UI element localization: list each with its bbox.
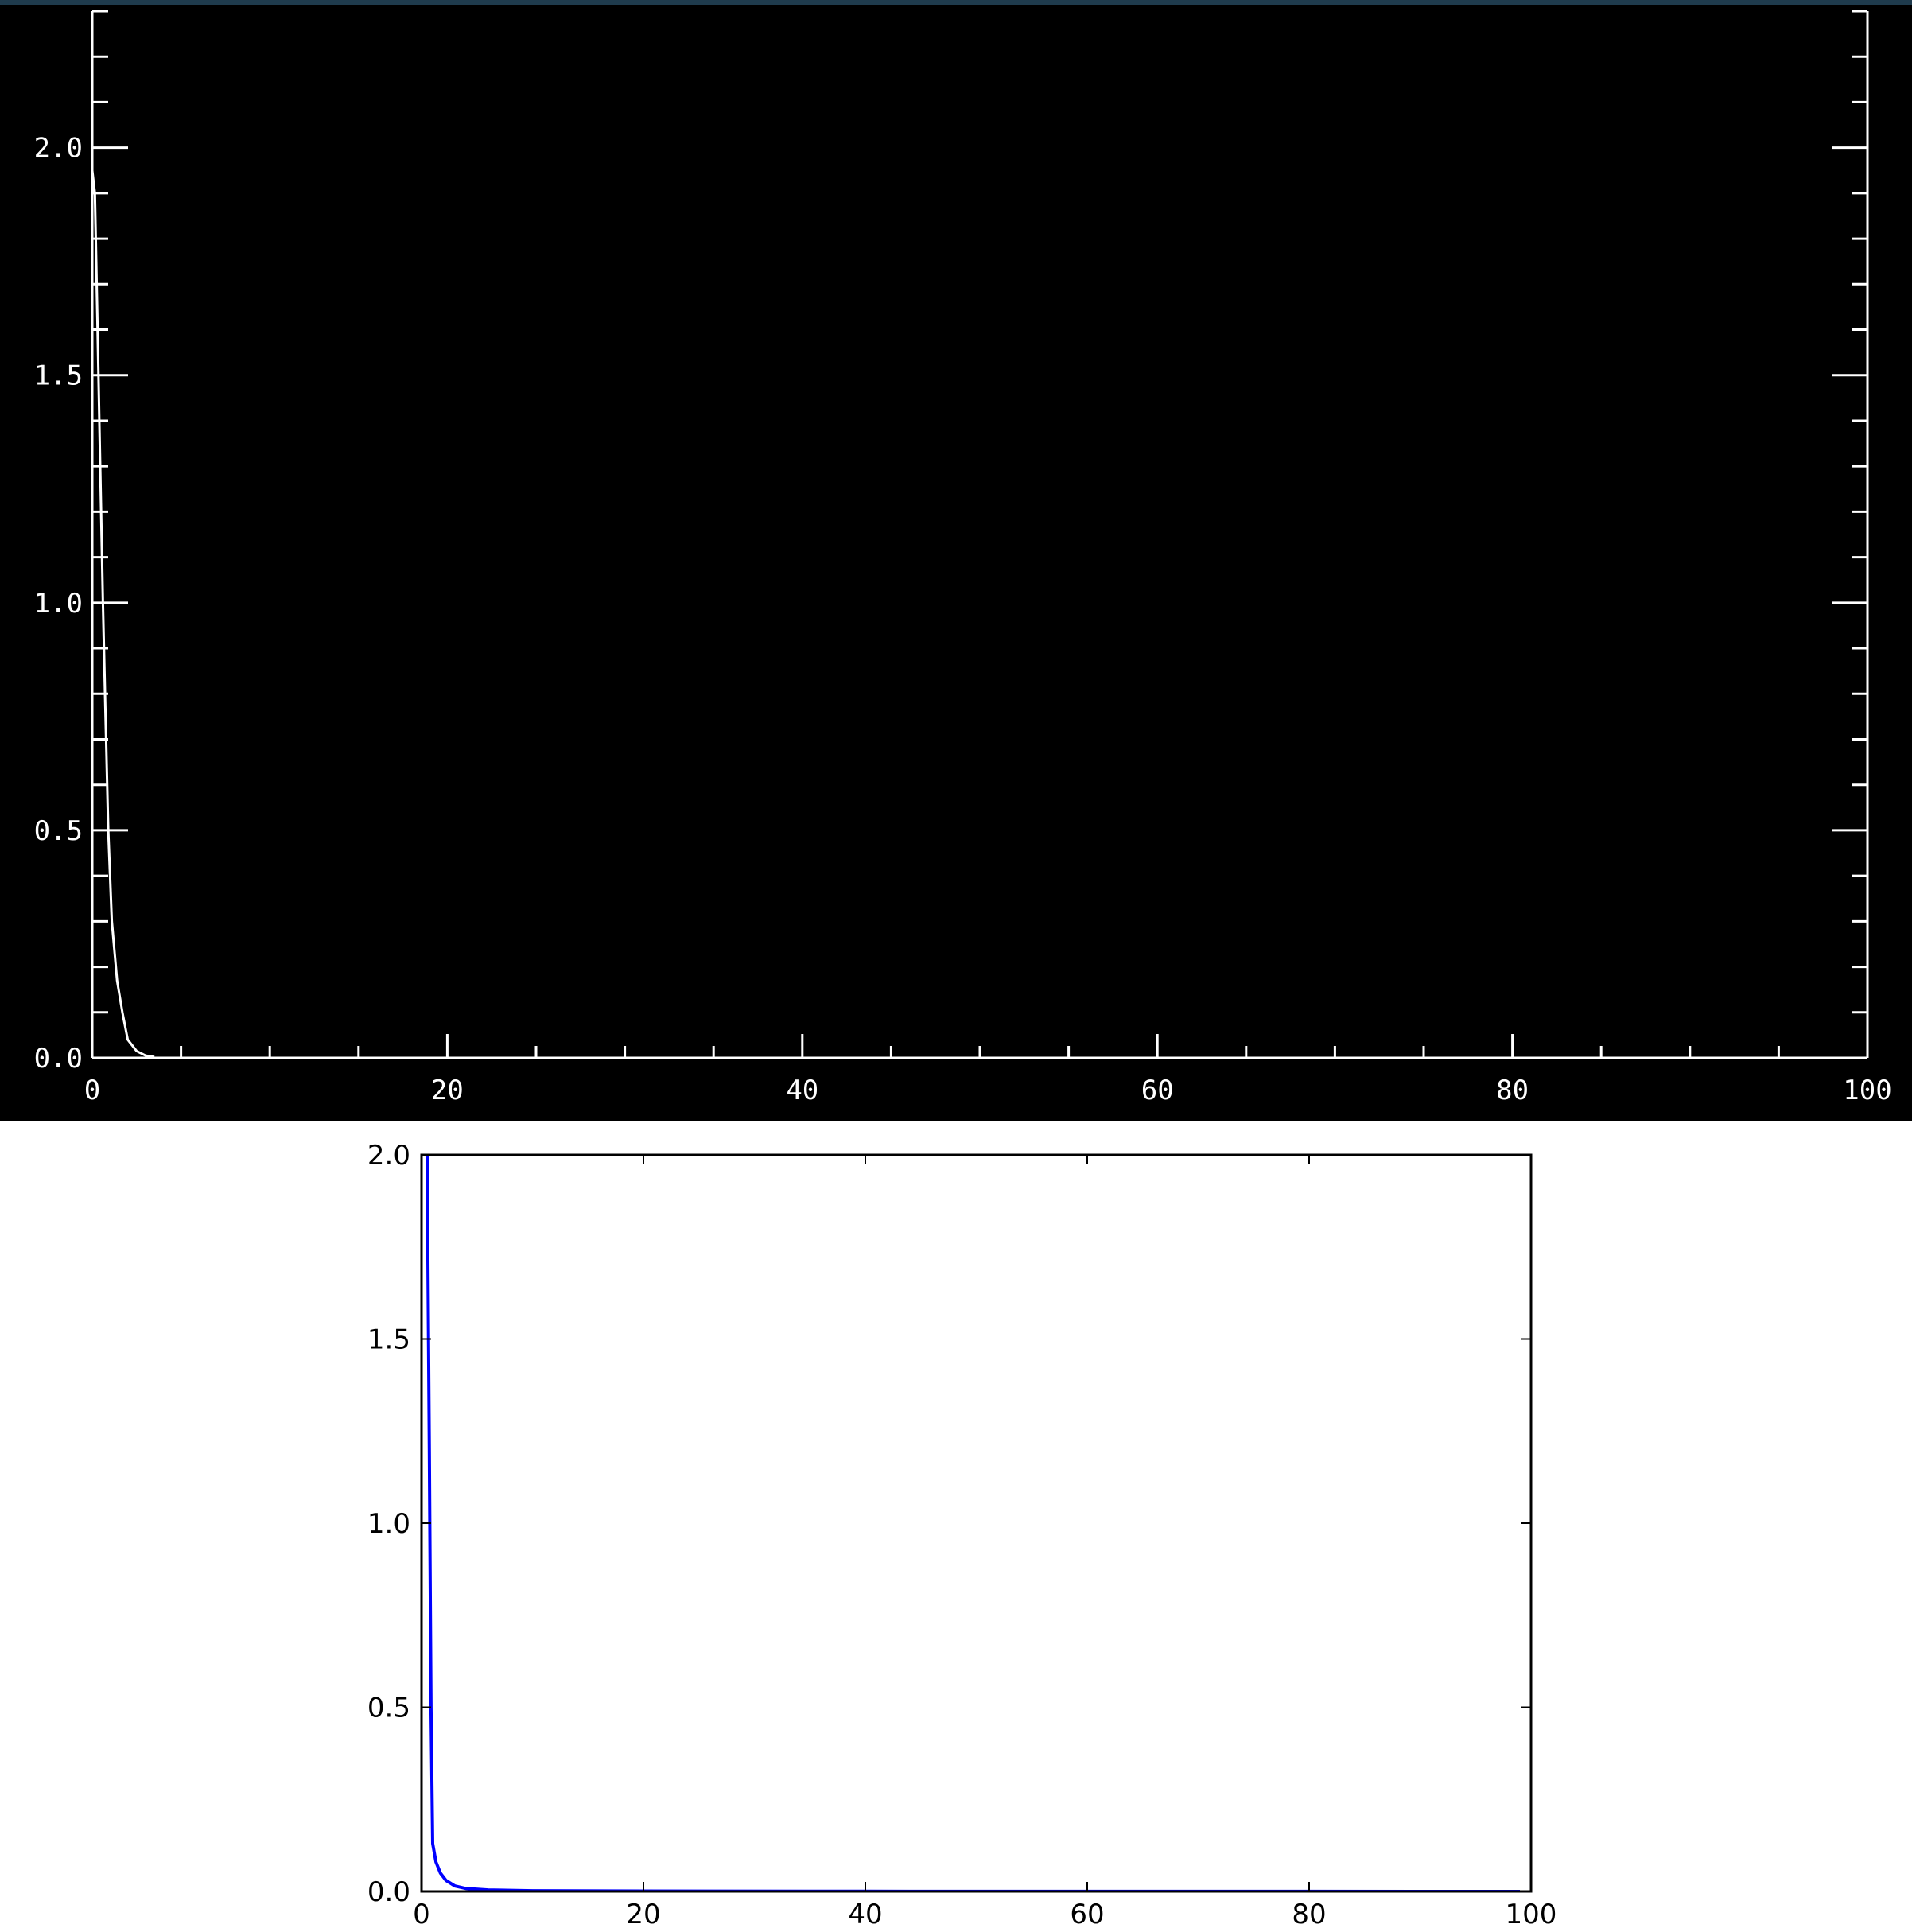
idl-line-chart: 0 20 40 60 80 100 0.0 0.5 1.0 1.5 2.0 [34, 10, 1892, 1106]
matplotlib-plot-panel: 0 20 40 60 80 100 0.0 0.5 1.0 1.5 2.0 [0, 1121, 1912, 1932]
x-tick-label: 20 [626, 1899, 660, 1930]
series-line [91, 170, 155, 1059]
matplotlib-line-chart: 0 20 40 60 80 100 0.0 0.5 1.0 1.5 2.0 [367, 1140, 1557, 1930]
y-tick-label: 1.0 [34, 588, 83, 620]
x-tick-label: 0 [84, 1075, 100, 1106]
x-tick-label: 40 [786, 1075, 818, 1106]
x-tick-label: 60 [1141, 1075, 1174, 1106]
y-tick-label: 0.0 [367, 1876, 410, 1908]
x-tick-label: 80 [1292, 1899, 1326, 1930]
y-tick-label: 0.5 [367, 1693, 410, 1724]
y-tick-label: 0.0 [34, 1043, 83, 1075]
x-tick-label: 20 [431, 1075, 464, 1106]
window-top-strip [0, 0, 1912, 5]
y-tick-label: 1.5 [367, 1324, 410, 1356]
plot-frame [420, 1153, 1533, 1893]
idl-plot-panel: 0 20 40 60 80 100 0.0 0.5 1.0 1.5 2.0 [0, 5, 1912, 1121]
x-tick-label: 60 [1070, 1899, 1104, 1930]
y-tick-label: 1.5 [34, 360, 83, 392]
series-line [426, 1155, 1521, 1891]
x-tick-label: 40 [848, 1899, 882, 1930]
y-tick-label: 2.0 [34, 133, 83, 165]
y-tick-label: 1.0 [367, 1508, 410, 1540]
x-tick-label: 0 [413, 1899, 430, 1930]
x-tick-label: 100 [1843, 1075, 1891, 1106]
x-tick-label: 80 [1496, 1075, 1529, 1106]
y-tick-label: 2.0 [367, 1140, 410, 1172]
y-tick-label: 0.5 [34, 815, 83, 847]
x-tick-label: 100 [1506, 1899, 1557, 1930]
